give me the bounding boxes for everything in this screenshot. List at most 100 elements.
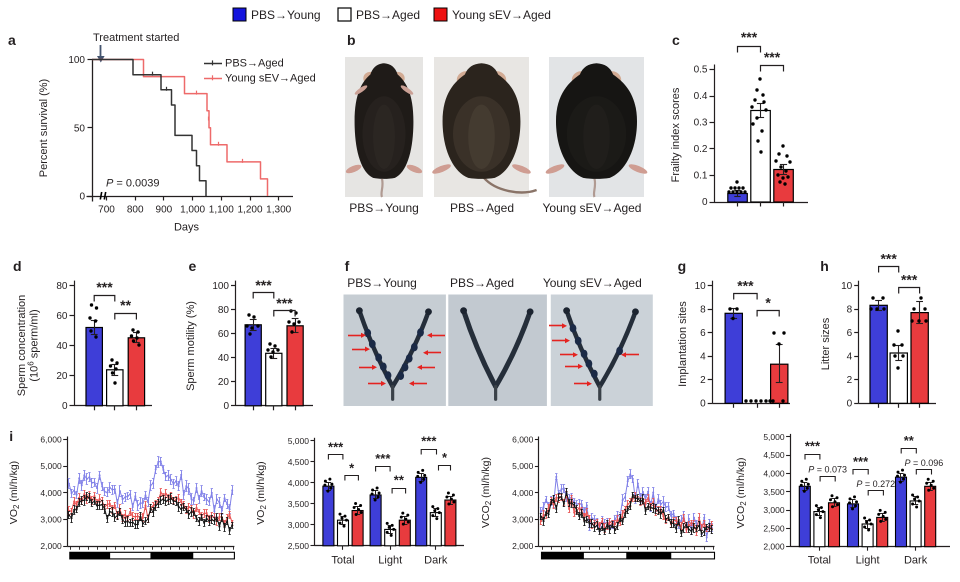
svg-text:VO2 (ml/h/kg): VO2 (ml/h/kg)	[8, 461, 21, 524]
svg-text:Sperm motility (%): Sperm motility (%)	[185, 301, 197, 391]
svg-text:50: 50	[74, 123, 86, 134]
svg-text:***: ***	[276, 295, 293, 311]
svg-text:***: ***	[737, 278, 754, 294]
svg-text:0: 0	[702, 197, 708, 208]
svg-text:Percent survival (%): Percent survival (%)	[38, 79, 50, 177]
svg-text:**: **	[120, 297, 131, 313]
svg-text:***: ***	[255, 277, 272, 293]
svg-text:4,500: 4,500	[288, 457, 310, 467]
svg-text:700: 700	[98, 205, 115, 216]
svg-text:1,100: 1,100	[209, 205, 234, 216]
svg-text:4,500: 4,500	[763, 450, 785, 460]
svg-text:40: 40	[56, 341, 68, 352]
svg-text:0.5: 0.5	[694, 65, 708, 76]
svg-text:3,000: 3,000	[288, 520, 310, 530]
svg-text:800: 800	[127, 205, 144, 216]
svg-text:Light: Light	[856, 555, 880, 567]
svg-text:Sperm concentration: Sperm concentration	[16, 295, 28, 397]
svg-text:h: h	[820, 258, 829, 274]
svg-text:**: **	[394, 473, 405, 488]
svg-text:0: 0	[62, 401, 68, 412]
svg-text:c: c	[672, 32, 680, 48]
svg-text:6: 6	[847, 328, 853, 339]
svg-text:Light: Light	[378, 555, 402, 567]
svg-text:1,300: 1,300	[266, 205, 291, 216]
svg-text:PBS→Young: PBS→Young	[347, 276, 417, 290]
svg-text:P = 0.272: P = 0.272	[856, 479, 895, 489]
svg-text:4,000: 4,000	[763, 469, 785, 479]
svg-text:8: 8	[847, 304, 853, 315]
svg-text:Young sEV→Aged: Young sEV→Aged	[543, 201, 642, 215]
svg-text:VO2 (ml/h/kg): VO2 (ml/h/kg)	[255, 461, 268, 524]
svg-text:20: 20	[218, 377, 230, 388]
svg-text:0.4: 0.4	[694, 91, 708, 102]
svg-text:P = 0.073: P = 0.073	[808, 464, 847, 474]
svg-text:Treatment started: Treatment started	[93, 32, 179, 44]
svg-text:2,500: 2,500	[288, 541, 310, 551]
svg-text:***: ***	[421, 434, 437, 449]
svg-text:4: 4	[700, 351, 706, 362]
svg-text:VCO2 (ml/h/kg): VCO2 (ml/h/kg)	[480, 457, 493, 528]
svg-text:2,000: 2,000	[763, 542, 785, 552]
svg-text:2,000: 2,000	[512, 541, 534, 551]
svg-text:3,000: 3,000	[40, 515, 62, 525]
svg-text:20: 20	[56, 371, 68, 382]
svg-text:0.2: 0.2	[694, 144, 708, 155]
svg-text:80: 80	[56, 281, 68, 292]
svg-text:2,500: 2,500	[763, 523, 785, 533]
svg-text:100: 100	[68, 55, 85, 66]
svg-text:***: ***	[375, 451, 391, 466]
svg-text:PBS→Aged: PBS→Aged	[225, 58, 284, 70]
svg-text:10: 10	[695, 281, 707, 292]
svg-text:5,000: 5,000	[40, 461, 62, 471]
svg-text:Dark: Dark	[904, 555, 928, 567]
svg-text:4,000: 4,000	[40, 488, 62, 498]
svg-text:2: 2	[700, 375, 706, 386]
svg-text:*: *	[442, 450, 448, 465]
svg-text:d: d	[13, 258, 22, 274]
svg-text:60: 60	[56, 311, 68, 322]
svg-text:5,000: 5,000	[288, 436, 310, 446]
svg-text:i: i	[9, 428, 13, 444]
svg-text:5,000: 5,000	[512, 461, 534, 471]
svg-text:Implantation sites: Implantation sites	[677, 301, 689, 387]
svg-text:0: 0	[700, 399, 706, 410]
svg-text:***: ***	[741, 29, 758, 45]
svg-text:P = 0.0039: P = 0.0039	[106, 178, 160, 190]
svg-text:**: **	[904, 433, 915, 448]
svg-text:***: ***	[328, 440, 344, 455]
svg-text:0: 0	[223, 401, 229, 412]
svg-text:1,200: 1,200	[237, 205, 262, 216]
svg-text:***: ***	[901, 272, 918, 288]
svg-text:4,000: 4,000	[288, 478, 310, 488]
svg-text:b: b	[347, 32, 356, 48]
svg-text:(106 sperm/ml): (106 sperm/ml)	[27, 309, 41, 381]
svg-text:6,000: 6,000	[40, 435, 62, 445]
svg-text:Young sEV→Aged: Young sEV→Aged	[452, 8, 551, 22]
svg-text:6,000: 6,000	[512, 435, 534, 445]
svg-text:PBS→Young: PBS→Young	[251, 8, 321, 22]
svg-text:Frailty index scores: Frailty index scores	[670, 87, 682, 182]
svg-text:***: ***	[853, 454, 869, 469]
svg-text:***: ***	[880, 251, 897, 267]
svg-text:2: 2	[847, 375, 853, 386]
svg-text:100: 100	[212, 281, 229, 292]
svg-text:4: 4	[847, 351, 853, 362]
svg-text:***: ***	[96, 279, 113, 295]
svg-text:900: 900	[156, 205, 173, 216]
svg-text:3,500: 3,500	[288, 499, 310, 509]
svg-text:60: 60	[218, 329, 230, 340]
svg-text:***: ***	[764, 49, 781, 65]
svg-text:10: 10	[841, 281, 853, 292]
svg-text:g: g	[678, 258, 687, 274]
svg-text:f: f	[345, 258, 350, 274]
svg-text:PBS→Aged: PBS→Aged	[450, 276, 514, 290]
svg-text:*: *	[349, 461, 355, 476]
svg-text:Young sEV→Aged: Young sEV→Aged	[225, 73, 316, 85]
svg-text:3,500: 3,500	[763, 487, 785, 497]
svg-text:*: *	[765, 295, 771, 311]
svg-text:Young sEV→Aged: Young sEV→Aged	[543, 276, 642, 290]
svg-text:P = 0.096: P = 0.096	[905, 458, 944, 468]
svg-text:0.3: 0.3	[694, 118, 708, 129]
svg-text:3,000: 3,000	[512, 515, 534, 525]
